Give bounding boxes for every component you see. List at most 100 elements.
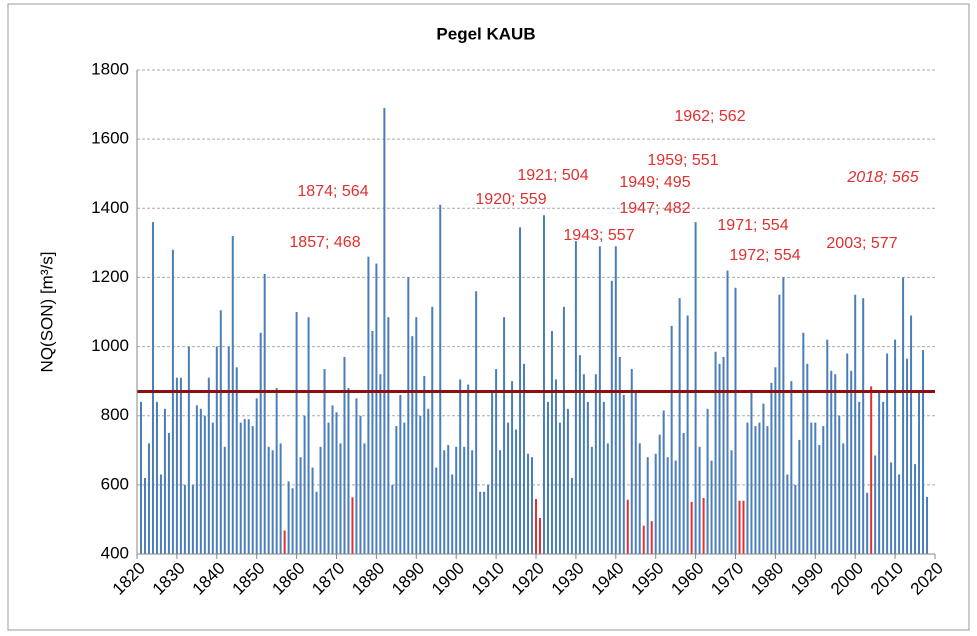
bar: [918, 391, 921, 554]
bar: [343, 356, 346, 554]
bar: [307, 317, 310, 554]
bar: [710, 460, 713, 554]
bar: [535, 499, 537, 554]
bar: [151, 222, 154, 554]
bar: [606, 443, 609, 554]
bar: [139, 401, 142, 554]
bar: [319, 446, 322, 554]
bar: [590, 446, 593, 554]
bar: [866, 492, 869, 554]
bar: [586, 401, 589, 554]
bar: [594, 374, 597, 554]
bar: [610, 280, 613, 554]
bar: [686, 315, 689, 554]
annotation: 1972; 554: [729, 247, 800, 264]
bar: [155, 401, 158, 554]
bar: [682, 433, 685, 554]
bar: [626, 499, 629, 554]
bar: [347, 388, 350, 554]
bar: [523, 363, 526, 554]
bar: [582, 374, 585, 554]
bar: [487, 484, 490, 554]
bar: [415, 317, 418, 554]
bar: [666, 457, 669, 554]
bar: [483, 491, 486, 554]
bar: [706, 408, 709, 554]
bar: [379, 374, 382, 554]
bar: [211, 422, 214, 554]
annotation: 1962; 562: [674, 108, 745, 125]
bar: [574, 241, 577, 554]
bar: [143, 477, 146, 554]
bar: [662, 410, 665, 554]
bar: [403, 422, 406, 554]
bar: [602, 401, 605, 554]
bar: [794, 484, 797, 554]
bar: [443, 450, 446, 554]
bar: [546, 401, 549, 554]
bar: [902, 277, 905, 554]
bar: [758, 422, 761, 554]
bar: [255, 398, 258, 554]
bar: [774, 367, 777, 554]
bar: [910, 315, 913, 554]
bar: [554, 379, 557, 554]
bar: [658, 434, 661, 554]
bar: [654, 453, 657, 554]
bar: [806, 363, 809, 554]
bar: [842, 443, 845, 554]
bar: [870, 386, 873, 554]
bar: [339, 443, 342, 554]
bar: [167, 433, 170, 554]
bar: [171, 249, 174, 554]
bar: [778, 294, 781, 554]
bar: [423, 375, 426, 554]
bar: [926, 496, 929, 554]
bar: [451, 474, 454, 554]
bar: [650, 521, 653, 554]
bar: [818, 445, 821, 554]
bar: [251, 426, 254, 554]
bar: [810, 422, 813, 554]
bar: [630, 369, 633, 554]
annotation: 1921; 504: [517, 167, 588, 184]
bar: [826, 339, 829, 554]
bar: [598, 246, 601, 555]
bar: [207, 377, 210, 554]
bar: [279, 443, 282, 554]
bar: [447, 445, 450, 554]
bar: [399, 394, 402, 554]
annotation: 2018; 565: [846, 169, 918, 186]
bar: [886, 353, 889, 554]
annotation: 1874; 564: [297, 183, 368, 200]
bar: [814, 422, 817, 554]
bar: [299, 457, 302, 554]
bar: [734, 287, 737, 554]
bar: [914, 464, 917, 554]
bar: [838, 415, 841, 554]
bar: [742, 500, 745, 554]
bar: [515, 429, 518, 554]
bar: [566, 408, 569, 554]
bar: [359, 415, 362, 554]
bar: [690, 501, 693, 554]
bar: [638, 443, 641, 554]
bar: [503, 317, 506, 554]
bar: [846, 353, 849, 554]
bar: [898, 474, 901, 554]
bar: [558, 422, 561, 554]
bar: [854, 294, 857, 554]
bar: [698, 446, 701, 554]
bar: [782, 277, 785, 554]
bar: [634, 391, 637, 554]
bar: [227, 346, 230, 554]
bar: [351, 497, 354, 554]
bar: [562, 306, 565, 554]
y-axis-label: NQ(SON) [m³/s]: [37, 252, 56, 373]
bar: [195, 405, 198, 554]
bar: [391, 484, 394, 554]
annotation: 1959; 551: [647, 152, 718, 169]
bar: [570, 477, 573, 554]
bar: [295, 312, 298, 554]
bar: [411, 336, 414, 554]
